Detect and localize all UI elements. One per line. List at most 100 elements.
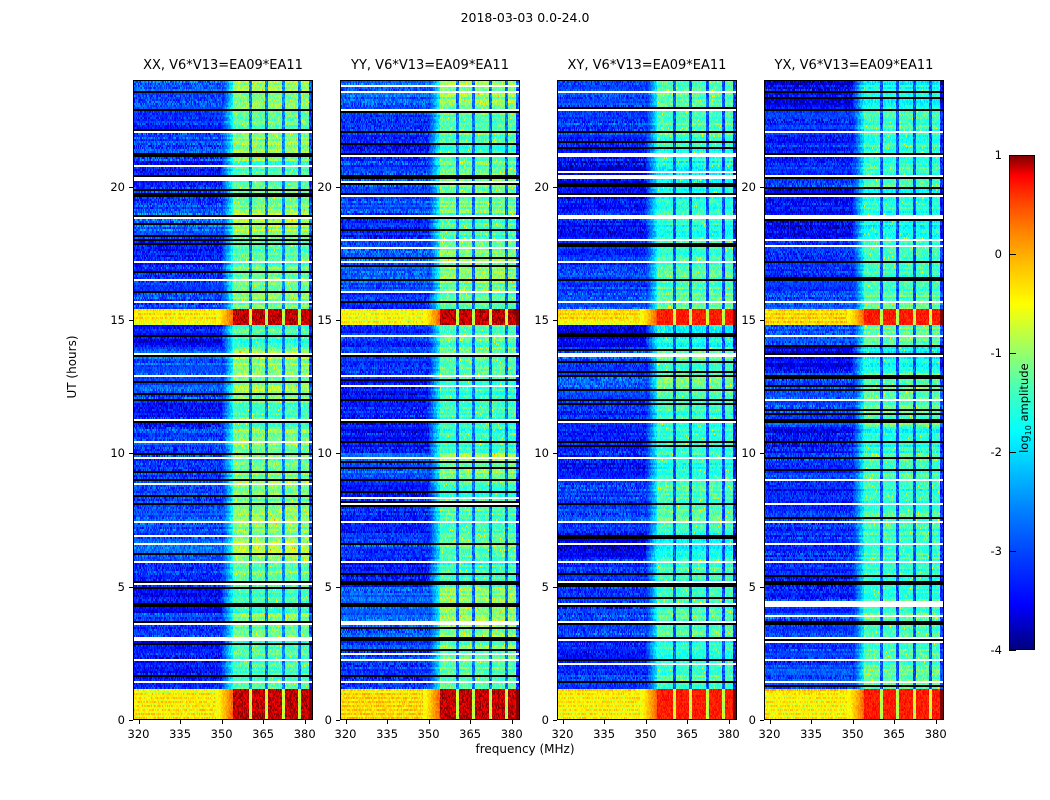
colorbar-tick-mark [1009,254,1016,255]
y-tick-label: 10 [110,446,125,461]
colorbar-tick-label: 0 [994,247,1002,261]
y-tick-mark [760,186,764,188]
x-tick-label: 365 [252,727,275,741]
y-tick-label: 5 [541,579,549,594]
colorbar-tick-label: -2 [990,445,1002,459]
colorbar-tick-label: 1 [994,148,1002,162]
colorbar-label-text: log [1016,435,1031,453]
x-tick-label: 380 [500,727,523,741]
colorbar-tick-mark [1009,452,1016,453]
panel-title-xy: XY, V6*V13=EA09*EA11 [567,58,727,73]
colorbar-label-subscript: 10 [1024,425,1034,436]
x-tick-mark [852,720,854,724]
colorbar-label: log10 amplitude [1017,328,1033,488]
x-tick-label: 335 [376,727,399,741]
y-tick-label: 20 [534,179,549,194]
x-tick-label: 380 [293,727,316,741]
y-tick-label: 20 [110,179,125,194]
x-tick-mark [811,720,813,724]
spectrum-panel-yx[interactable] [764,80,944,720]
x-tick-mark [263,720,265,724]
y-tick-label: 0 [541,713,549,727]
x-tick-label: 320 [127,727,150,741]
y-tick-label: 15 [317,313,332,327]
colorbar-tick-label: -3 [990,544,1002,558]
x-tick-mark [138,720,140,724]
panel-title-xx: XX, V6*V13=EA09*EA11 [143,58,303,73]
y-tick-mark [129,586,133,588]
y-tick-label: 5 [748,579,756,594]
y-tick-mark [553,186,557,188]
y-tick-mark [129,320,133,321]
colorbar-tick-mark [1009,551,1016,552]
colorbar-tick-mark [1009,650,1016,651]
x-tick-mark [687,720,689,724]
x-tick-label: 365 [676,727,699,741]
y-tick-mark [129,186,133,188]
x-tick-label: 320 [334,727,357,741]
x-tick-mark [604,720,606,724]
spectrum-panel-yy[interactable] [340,80,520,720]
colorbar-tick-mark [1009,155,1016,156]
x-tick-mark [221,720,223,724]
x-tick-label: 365 [459,727,482,741]
x-tick-mark [180,720,182,724]
y-tick-mark [336,586,340,588]
y-tick-label: 15 [110,313,125,327]
colorbar-tick-label: -1 [990,346,1002,360]
x-tick-mark [428,720,430,724]
colorbar-label-suffix: amplitude [1016,363,1031,426]
x-tick-label: 320 [758,727,781,741]
spectrum-image-yx [765,81,943,719]
y-tick-label: 20 [741,179,756,194]
y-tick-label: 10 [317,446,332,461]
y-axis-label: UT (hours) [65,335,79,399]
colorbar-tick-mark [1009,353,1016,354]
y-tick-mark [553,586,557,588]
x-tick-label: 350 [417,727,440,741]
colorbar-tick-label: -4 [990,643,1002,657]
x-tick-label: 350 [634,727,657,741]
y-tick-label: 15 [534,313,549,327]
panel-title-yy: YY, V6*V13=EA09*EA11 [351,58,509,73]
x-tick-mark [769,720,771,724]
x-tick-label: 380 [924,727,947,741]
x-tick-mark [304,720,306,724]
x-tick-mark [935,720,937,724]
spectrum-image-yy [341,81,519,719]
y-tick-mark [760,586,764,588]
figure-suptitle: 2018-03-03 0.0-24.0 [460,10,590,25]
x-tick-mark [562,720,564,724]
y-tick-mark [553,320,557,321]
panel-title-yx: YX, V6*V13=EA09*EA11 [774,58,934,73]
x-tick-label: 335 [169,727,192,741]
x-tick-label: 380 [717,727,740,741]
x-tick-mark [387,720,389,724]
x-tick-mark [470,720,472,724]
x-axis-label: frequency (MHz) [475,742,575,756]
y-tick-label: 10 [741,446,756,461]
spectrum-image-xy [558,81,736,719]
y-tick-mark [129,720,133,721]
y-tick-mark [553,453,557,455]
y-tick-mark [129,453,133,455]
y-tick-label: 5 [324,579,332,594]
y-tick-mark [336,453,340,455]
x-tick-label: 335 [800,727,823,741]
x-tick-mark [728,720,730,724]
spectrum-image-xx [134,81,312,719]
x-tick-label: 350 [841,727,864,741]
y-tick-label: 5 [117,579,125,594]
spectrum-panel-xx[interactable] [133,80,313,720]
y-tick-mark [336,720,340,721]
y-tick-label: 0 [117,713,125,727]
colorbar[interactable] [1009,155,1035,650]
y-tick-mark [760,720,764,721]
y-tick-label: 10 [534,446,549,461]
spectrum-panel-xy[interactable] [557,80,737,720]
y-tick-label: 15 [741,313,756,327]
y-tick-mark [553,720,557,721]
x-tick-label: 350 [210,727,233,741]
x-tick-label: 320 [551,727,574,741]
